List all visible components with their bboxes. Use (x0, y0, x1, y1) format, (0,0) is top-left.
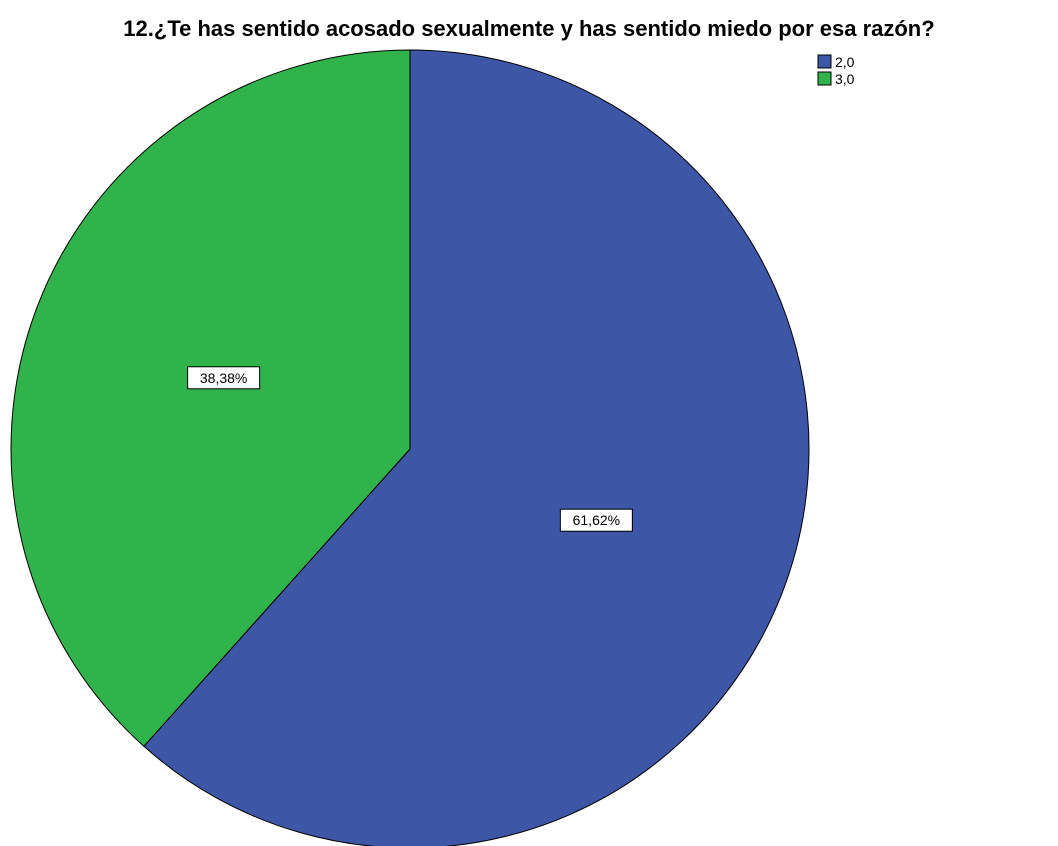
chart-title: 12.¿Te has sentido acosado sexualmente y… (123, 16, 935, 41)
legend-swatch (817, 54, 832, 69)
slices-layer (10, 49, 810, 846)
legend: 2,03,0 (817, 54, 855, 87)
data-label-text: 38,38% (200, 370, 247, 386)
data-label-box (559, 508, 633, 532)
data-label-box (187, 366, 261, 390)
pie-slice-2-0 (143, 49, 810, 846)
data-label-text: 61,62% (573, 512, 620, 528)
legend-label: 2,0 (835, 54, 855, 70)
data-label-2-0: 61,62% (559, 508, 633, 532)
legend-item-2-0: 2,0 (817, 54, 855, 70)
legend-item-3-0: 3,0 (817, 71, 855, 87)
legend-label: 3,0 (835, 71, 855, 87)
data-label-3-0: 38,38% (187, 366, 261, 390)
legend-swatch (817, 71, 832, 86)
pie-slice-3-0 (10, 49, 411, 748)
data-labels-layer: 61,62% 38,38% (187, 366, 633, 532)
